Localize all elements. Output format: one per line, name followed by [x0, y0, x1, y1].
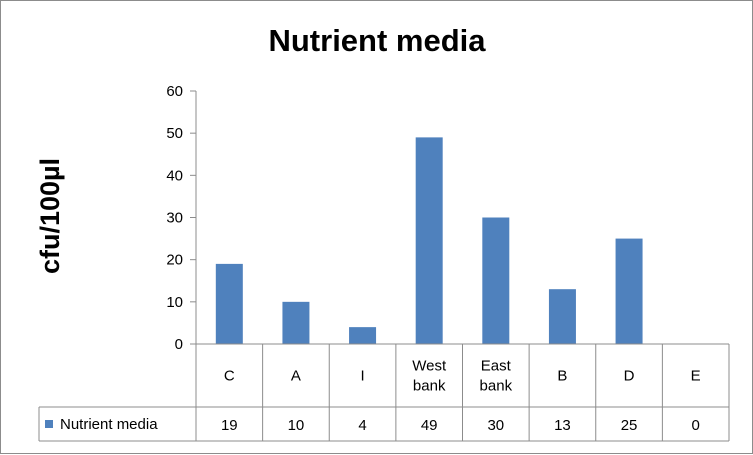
y-tick-label: 30 — [166, 210, 183, 227]
bar — [548, 289, 576, 344]
x-tick-label: E — [691, 368, 701, 385]
bar — [415, 137, 443, 344]
bar — [282, 301, 310, 344]
data-table-value: 10 — [288, 417, 305, 434]
y-tick-label: 60 — [166, 83, 183, 100]
data-table-value: 4 — [358, 417, 366, 434]
y-tick-label: 20 — [166, 252, 183, 269]
y-tick-label: 10 — [166, 294, 183, 311]
x-tick-label: B — [557, 368, 567, 385]
data-table-value: 25 — [621, 417, 638, 434]
chart-title: Nutrient media — [268, 23, 486, 58]
data-table-value: 13 — [554, 417, 571, 434]
bar — [482, 217, 510, 344]
x-tick-label: C — [224, 368, 235, 385]
bar — [349, 327, 377, 344]
x-tick-label: A — [291, 368, 301, 385]
x-tick-label: West bank — [412, 358, 447, 395]
y-tick-label: 0 — [175, 336, 183, 353]
x-tick-label: East bank — [480, 358, 513, 395]
legend-key — [45, 420, 53, 428]
legend-label: Nutrient media — [60, 416, 158, 433]
data-table-value: 30 — [487, 417, 504, 434]
y-tick-label: 40 — [166, 167, 183, 184]
data-table-value: 0 — [692, 417, 700, 434]
bar — [615, 238, 643, 344]
bar — [215, 263, 243, 344]
data-table-value: 49 — [421, 417, 438, 434]
x-tick-label: I — [360, 368, 364, 385]
y-axis-label: cfu/100µl — [35, 158, 65, 274]
y-tick-label: 50 — [166, 125, 183, 142]
x-tick-label: D — [624, 368, 635, 385]
data-table-value: 19 — [221, 417, 238, 434]
